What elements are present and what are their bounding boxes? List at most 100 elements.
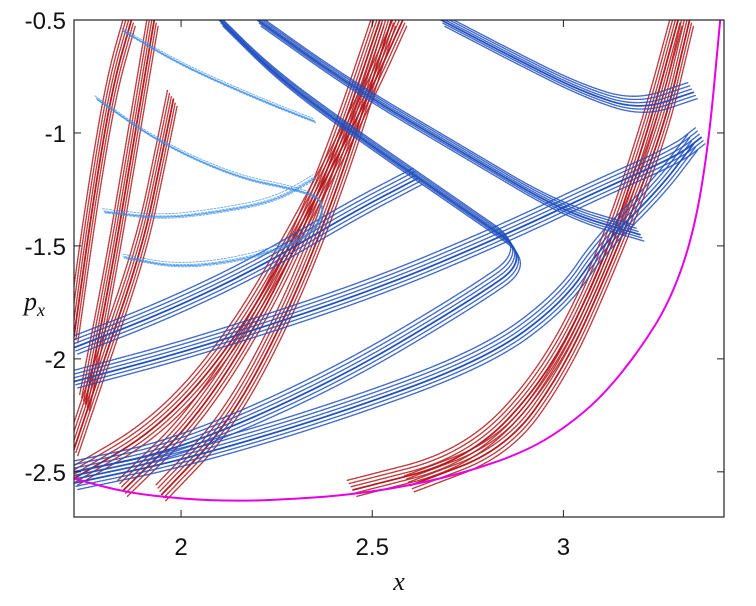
red-band-family-strand xyxy=(354,22,681,494)
blue-band-family-strand xyxy=(261,20,637,229)
y-tick-label: -1 xyxy=(45,121,66,148)
red-band-family-strand-group xyxy=(75,22,135,341)
energy-boundary-curve xyxy=(74,20,722,502)
red-band-family-strand-group xyxy=(403,20,683,477)
blue-band-family-strand xyxy=(75,146,697,488)
y-tick-label: -1.5 xyxy=(25,234,66,261)
red-band-family-strand xyxy=(75,22,135,341)
blue-band-family-strand xyxy=(77,25,521,479)
red-band-family-strand-group xyxy=(117,20,372,481)
blue-band-family-strand xyxy=(74,130,699,375)
y-tick-label: -2.5 xyxy=(25,460,66,487)
blue-band-family-strand xyxy=(74,127,696,372)
light-blue-loops-strand xyxy=(122,29,315,122)
blue-band-family-strand-group xyxy=(77,25,521,479)
x-axis-title: x xyxy=(392,567,405,596)
red-band-family-strand xyxy=(119,20,375,485)
red-band-family-strand-group xyxy=(77,25,136,344)
red-band-family-strand xyxy=(74,20,124,291)
light-blue-loops-strand-group xyxy=(103,176,315,217)
blue-band-family-strand-group xyxy=(260,25,645,242)
blue-band-family-strand-group xyxy=(75,180,421,352)
blue-band-family-strand xyxy=(74,170,416,341)
blue-band-family-strand-group xyxy=(74,20,514,466)
blue-band-family-strand-group xyxy=(258,20,639,233)
blue-band-family-band-3 xyxy=(440,20,695,107)
blue-band-family-strand xyxy=(258,22,643,239)
red-band-family-strand-group xyxy=(121,20,378,488)
plot-frame xyxy=(73,19,725,518)
red-band-family-strand xyxy=(348,20,674,485)
red-band-family-strand-group xyxy=(81,20,151,399)
light-blue-loops-strand xyxy=(121,27,314,119)
blue-band-family-strand xyxy=(74,20,516,469)
x-tick-label: 3 xyxy=(557,534,570,561)
red-band-family-strand xyxy=(121,20,378,488)
red-band-family-strand-group xyxy=(74,88,169,425)
blue-band-family-strand xyxy=(74,20,514,466)
blue-band-family-strand xyxy=(443,20,693,104)
red-band-family-strand xyxy=(74,20,127,309)
red-band-family-band-5 xyxy=(74,98,175,451)
red-band-family-strand xyxy=(78,20,148,396)
blue-band-family-strand xyxy=(74,133,700,379)
blue-band-family-strand-group xyxy=(442,22,697,110)
red-band-family-strand xyxy=(77,104,178,457)
blue-band-family-strand-group xyxy=(258,22,643,239)
red-band-family-strand xyxy=(403,20,683,477)
red-band-family-strand xyxy=(350,20,677,488)
light-blue-loops-strand xyxy=(123,31,317,124)
red-band-family-strand-group xyxy=(119,20,375,485)
blue-band-family-strand-group xyxy=(75,146,697,488)
light-blue-loops-strand-group xyxy=(121,27,314,119)
blue-band-family-band-2 xyxy=(74,136,702,383)
red-band-family-strand xyxy=(82,20,153,402)
blue-band-family-strand xyxy=(74,174,417,345)
blue-band-family-strand xyxy=(75,22,519,476)
red-band-family-band-6 xyxy=(84,20,156,405)
x-tick-label: 2 xyxy=(174,534,187,561)
red-band-family-strand xyxy=(406,20,686,480)
light-blue-loops-band-1 xyxy=(123,30,316,123)
blue-band-family-strand xyxy=(77,183,423,355)
red-band-family-strand xyxy=(81,20,151,399)
red-band-family-strand-group xyxy=(348,20,674,485)
red-band-family-strand xyxy=(74,95,173,443)
red-band-family-strand-group xyxy=(74,20,124,291)
light-blue-loops-strand xyxy=(102,174,314,215)
blue-band-family-strand-group xyxy=(452,20,689,97)
red-band-family-strand xyxy=(74,88,169,425)
y-axis-title-main: p xyxy=(22,287,37,316)
blue-band-family-strand xyxy=(444,25,698,113)
y-axis-title-sub: x xyxy=(36,300,45,320)
blue-band-family-strand-group xyxy=(443,20,693,104)
blue-band-family-strand xyxy=(452,20,689,97)
red-band-family-strand xyxy=(74,91,171,434)
blue-band-family-strand-group xyxy=(77,183,423,355)
red-band-family-strand-group xyxy=(74,91,171,434)
blue-band-family-strand-group xyxy=(74,137,691,477)
blue-band-family-band-1 xyxy=(74,143,695,484)
red-band-family-strand-group xyxy=(77,104,178,457)
blue-band-family-strand xyxy=(75,140,704,386)
blue-band-family-band-4 xyxy=(74,177,419,349)
blue-band-family-strand-group xyxy=(75,140,704,386)
blue-band-family-strand-group xyxy=(74,133,700,379)
blue-band-family-strand-group xyxy=(74,127,696,372)
blue-band-family-strand-group xyxy=(74,170,416,341)
blue-band-family-strand xyxy=(74,140,693,481)
red-band-family-strand xyxy=(346,20,671,481)
y-tick-label: -2 xyxy=(45,347,66,374)
light-blue-loops-strand-group xyxy=(123,31,317,124)
light-blue-loops-strand xyxy=(103,176,315,217)
blue-band-family-strand-group xyxy=(74,140,693,481)
light-blue-loops-strand-group xyxy=(104,178,317,219)
red-band-family-strand-group xyxy=(406,20,686,480)
blue-band-family-strand xyxy=(74,20,512,462)
light-blue-loops-band-2 xyxy=(104,177,316,218)
red-band-family-strand-group xyxy=(82,20,153,402)
data-layer xyxy=(74,20,722,502)
blue-band-family-strand xyxy=(264,20,635,226)
ticks-layer: 2 2.5 3 -0.5 -1 -1.5 -2 -2.5 xyxy=(25,8,724,561)
